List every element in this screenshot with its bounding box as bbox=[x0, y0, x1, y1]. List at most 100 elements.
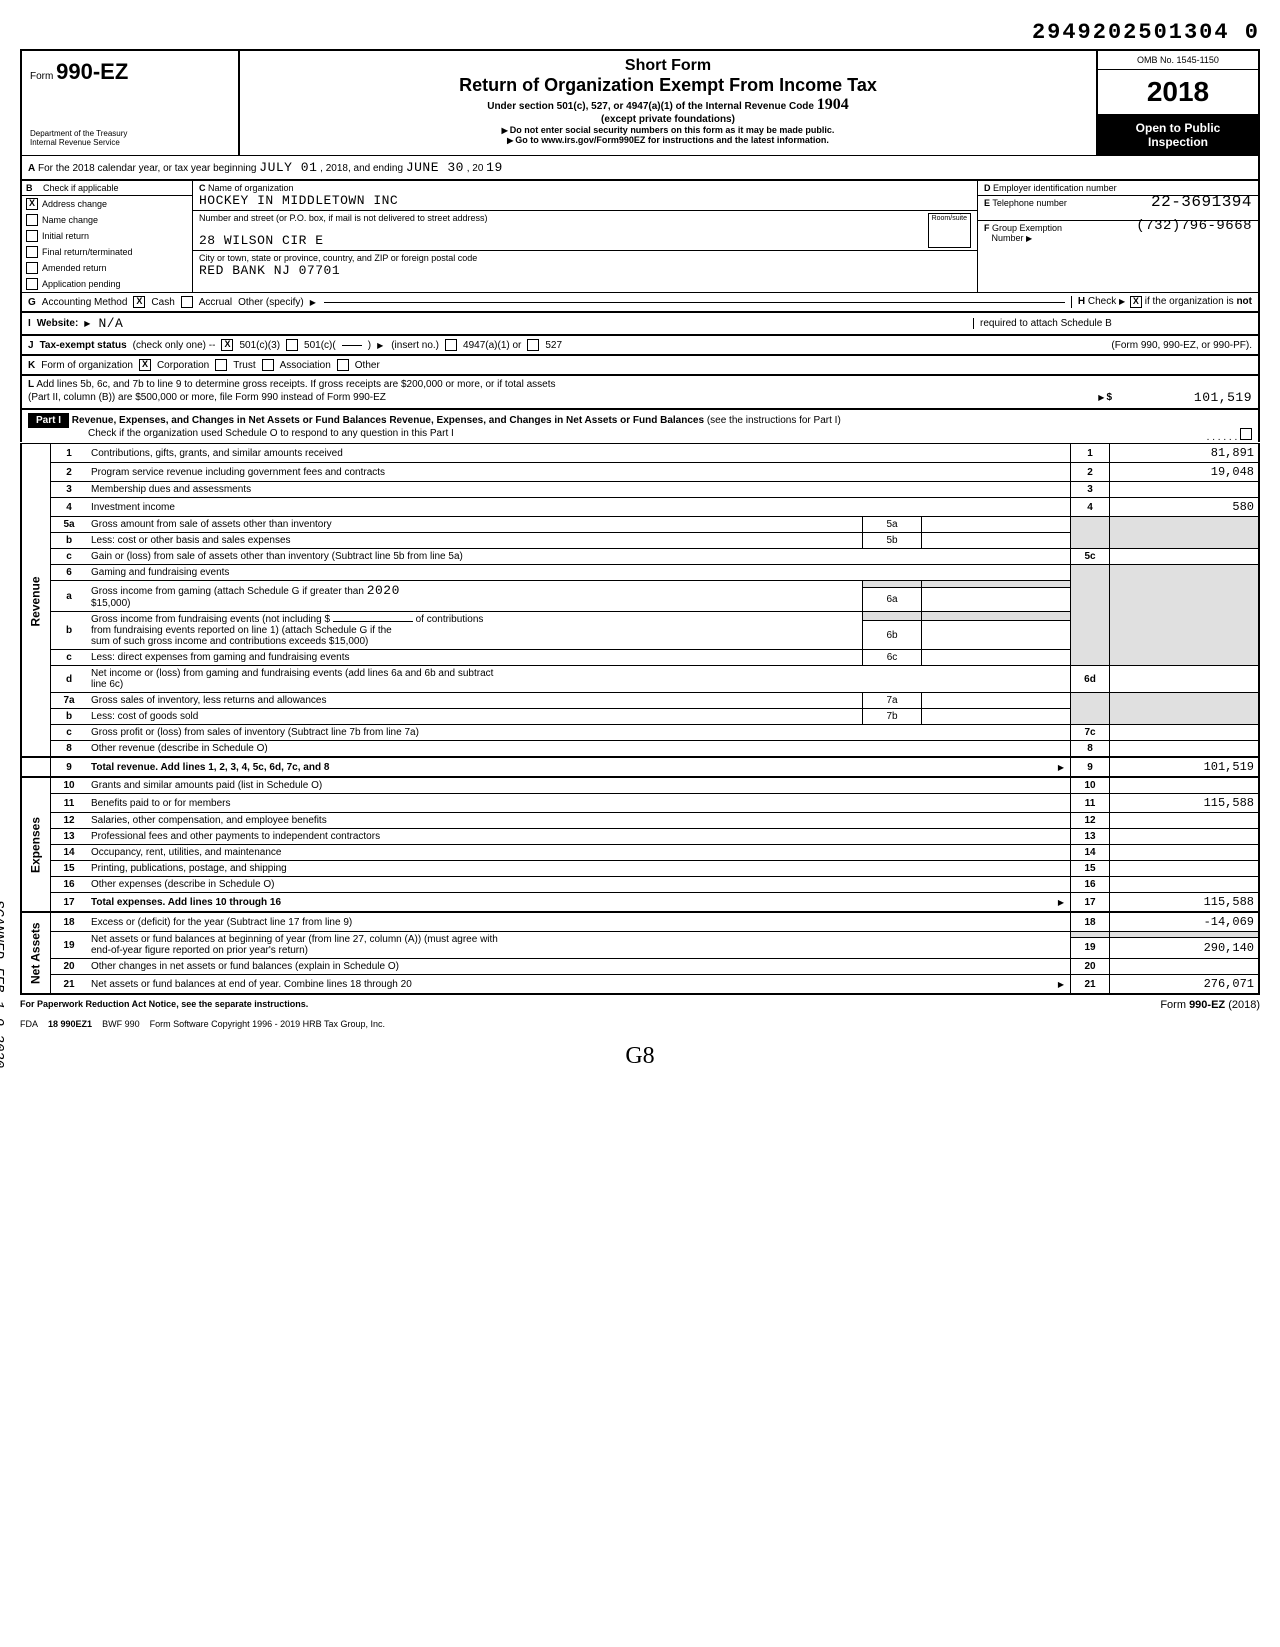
form-of-org-label: Form of organization bbox=[41, 360, 133, 371]
footer-2: FDA 18 990EZ1 BWF 990 Form Software Copy… bbox=[20, 1015, 1260, 1033]
checkbox-amended[interactable] bbox=[26, 262, 38, 274]
checkbox-assoc[interactable] bbox=[262, 359, 274, 371]
501c-label: 501(c)( bbox=[304, 340, 336, 351]
check-only-label: (check only one) -- bbox=[133, 340, 216, 351]
org-name: HOCKEY IN MIDDLETOWN INC bbox=[199, 193, 398, 208]
amt-7c-val bbox=[1110, 725, 1260, 741]
line-7b-num: b bbox=[51, 709, 88, 725]
line-7a-desc: Gross sales of inventory, less returns a… bbox=[91, 695, 326, 706]
amt-10-num: 10 bbox=[1071, 777, 1110, 794]
other-specify-label: Other (specify) bbox=[238, 297, 304, 308]
warn1: Do not enter social security numbers on … bbox=[510, 125, 835, 135]
amt-5c-val bbox=[1110, 549, 1260, 565]
accounting-method-label: Accounting Method bbox=[42, 297, 128, 308]
checkbox-501c3[interactable]: X bbox=[221, 339, 233, 351]
checkbox-schedule-o[interactable] bbox=[1240, 428, 1252, 440]
amt-18-val: -14,069 bbox=[1110, 912, 1260, 932]
checkbox-501c[interactable] bbox=[286, 339, 298, 351]
open-public-1: Open to Public bbox=[1104, 121, 1252, 135]
final-return-label: Final return/terminated bbox=[42, 247, 133, 257]
label-f: F bbox=[984, 223, 990, 233]
line-9-desc: Total revenue. Add lines 1, 2, 3, 4, 5c,… bbox=[91, 762, 329, 773]
line-5b-num: b bbox=[51, 533, 88, 549]
line-21-desc: Net assets or fund balances at end of ye… bbox=[91, 979, 412, 990]
form-title: Return of Organization Exempt From Incom… bbox=[246, 75, 1090, 96]
box-6a: 6a bbox=[863, 588, 922, 612]
header-center: Short Form Return of Organization Exempt… bbox=[240, 51, 1096, 155]
tax-exempt-label: Tax-exempt status bbox=[40, 340, 127, 351]
checkbox-name-change[interactable] bbox=[26, 214, 38, 226]
line-10-num: 10 bbox=[51, 777, 88, 794]
501c3-label: 501(c)(3) bbox=[239, 340, 280, 351]
line-6a-desc2: $15,000) bbox=[91, 598, 130, 609]
line-6b-desc: Gross income from fundraising events (no… bbox=[91, 614, 330, 625]
line-6a-desc: Gross income from gaming (attach Schedul… bbox=[91, 586, 364, 597]
checkbox-other-org[interactable] bbox=[337, 359, 349, 371]
label-l: L bbox=[28, 379, 34, 390]
begin-date: JULY 01 bbox=[259, 160, 317, 175]
line-18-num: 18 bbox=[51, 912, 88, 932]
amt-19-val: 290,140 bbox=[1110, 937, 1260, 958]
checkbox-accrual[interactable] bbox=[181, 296, 193, 308]
box-7a-val bbox=[922, 693, 1071, 709]
footer: For Paperwork Reduction Act Notice, see … bbox=[20, 995, 1260, 1015]
checkbox-corp[interactable]: X bbox=[139, 359, 151, 371]
checkbox-pending[interactable] bbox=[26, 278, 38, 290]
line-16-desc: Other expenses (describe in Schedule O) bbox=[91, 879, 274, 890]
line-14-num: 14 bbox=[51, 845, 88, 861]
line-8-num: 8 bbox=[51, 741, 88, 758]
row-g: G Accounting Method X Cash Accrual Other… bbox=[20, 292, 1260, 312]
part-i-see: (see the instructions for Part I) bbox=[707, 415, 841, 426]
row-j: J Tax-exempt status (check only one) -- … bbox=[20, 335, 1260, 355]
amt-20-val bbox=[1110, 959, 1260, 975]
checkbox-initial-return[interactable] bbox=[26, 230, 38, 242]
line-2-num: 2 bbox=[51, 463, 88, 482]
amt-3-num: 3 bbox=[1071, 482, 1110, 498]
warn2: Go to www.irs.gov/Form990EZ for instruct… bbox=[515, 135, 829, 145]
line-6d-desc: Net income or (loss) from gaming and fun… bbox=[91, 668, 493, 679]
checkbox-527[interactable] bbox=[527, 339, 539, 351]
amt-15-val bbox=[1110, 861, 1260, 877]
signature: G8 bbox=[20, 1043, 1260, 1070]
checkbox-final-return[interactable] bbox=[26, 246, 38, 258]
amt-8-val bbox=[1110, 741, 1260, 758]
checkbox-cash[interactable]: X bbox=[133, 296, 145, 308]
line-7c-desc: Gross profit or (loss) from sales of inv… bbox=[91, 727, 419, 738]
amt-12-num: 12 bbox=[1071, 813, 1110, 829]
pending-label: Application pending bbox=[42, 279, 121, 289]
room-suite-label: Room/suite bbox=[928, 213, 971, 248]
row-l: L Add lines 5b, 6c, and 7b to line 9 to … bbox=[20, 375, 1260, 409]
line-6b-desc4: sum of such gross income and contributio… bbox=[91, 636, 368, 647]
amt-6d-num: 6d bbox=[1071, 666, 1110, 693]
checkbox-trust[interactable] bbox=[215, 359, 227, 371]
box-5a: 5a bbox=[863, 517, 922, 533]
amt-14-num: 14 bbox=[1071, 845, 1110, 861]
checkbox-address-change[interactable]: X bbox=[26, 198, 38, 210]
line-13-desc: Professional fees and other payments to … bbox=[91, 831, 380, 842]
label-a: A bbox=[28, 163, 35, 174]
line-7a-num: 7a bbox=[51, 693, 88, 709]
top-barcode-number: 2949202501304 0 bbox=[20, 20, 1260, 45]
line-19-num: 19 bbox=[51, 932, 88, 959]
header-left: Form 990-EZ Department of the Treasury I… bbox=[22, 51, 240, 155]
accrual-label: Accrual bbox=[199, 297, 232, 308]
line-6b-desc2: of contributions bbox=[416, 614, 484, 625]
4947-label: 4947(a)(1) or bbox=[463, 340, 521, 351]
line-1-num: 1 bbox=[51, 444, 88, 463]
checkbox-h[interactable]: X bbox=[1130, 296, 1142, 308]
amt-19-num: 19 bbox=[1071, 937, 1110, 958]
amt-17-num: 17 bbox=[1071, 893, 1110, 913]
ein-label: Employer identification number bbox=[993, 183, 1117, 193]
line-5b-desc: Less: cost or other basis and sales expe… bbox=[91, 535, 291, 546]
part-i-label: Part I bbox=[28, 413, 69, 428]
form-label: Form bbox=[30, 71, 53, 82]
paperwork-notice: For Paperwork Reduction Act Notice, see … bbox=[20, 999, 308, 1011]
527-label: 527 bbox=[545, 340, 562, 351]
line-6-num: 6 bbox=[51, 565, 88, 581]
box-6c-val bbox=[922, 650, 1071, 666]
checkbox-4947[interactable] bbox=[445, 339, 457, 351]
line-16-num: 16 bbox=[51, 877, 88, 893]
subtitle: Under section 501(c), 527, or 4947(a)(1)… bbox=[487, 101, 814, 112]
scanned-stamp: SCANNED FEB 1 9 2020 bbox=[0, 900, 6, 1068]
line-20-num: 20 bbox=[51, 959, 88, 975]
